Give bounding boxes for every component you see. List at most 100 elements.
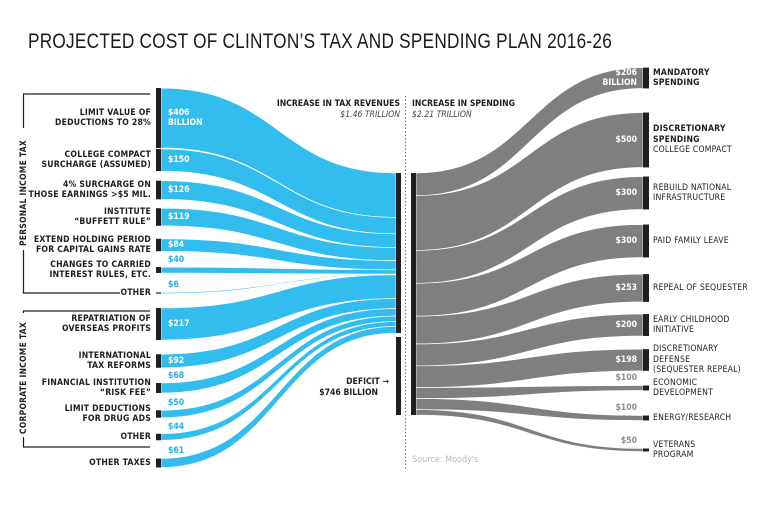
bracket-gap <box>120 290 152 296</box>
spending-node-bar <box>643 274 649 302</box>
revenue-label: FINANCIAL INSTITUTION <box>41 377 151 388</box>
label-gap <box>18 128 29 250</box>
revenue-header: INCREASE IN TAX REVENUES <box>276 99 400 109</box>
spending-label: PAID FAMILY LEAVE <box>653 235 729 246</box>
revenue-label: OTHER <box>120 287 151 298</box>
revenue-value: $92 <box>168 355 185 366</box>
spending-value: $300 <box>615 235 637 246</box>
revenue-label: OVERSEAS PROFITS <box>61 324 151 334</box>
spending-flow <box>415 385 644 399</box>
revenue-label: FOR DRUG ADS <box>82 414 151 424</box>
revenue-label: SURCHARGE (ASSUMED) <box>41 160 151 170</box>
revenue-node-bar <box>156 180 161 200</box>
revenue-value: $84 <box>168 239 185 250</box>
revenue-label: CHANGES TO CARRIED <box>50 259 151 270</box>
spending-node-bar <box>643 415 649 421</box>
revenue-label: OTHER <box>120 431 151 442</box>
revenue-label: FOR CAPITAL GAINS RATE <box>35 245 151 255</box>
spending-value: $50 <box>620 435 637 446</box>
revenue-node-bar <box>156 433 161 441</box>
revenue-label: INSTITUTE <box>104 206 151 217</box>
spending-label: VETERANS <box>653 439 696 450</box>
group-label-corporate: CORPORATE INCOME TAX <box>18 322 28 434</box>
revenue-value: $40 <box>168 255 185 266</box>
spending-node-bar <box>643 385 649 391</box>
revenue-label: “BUFFETT RULE” <box>74 217 151 227</box>
label-gap <box>18 313 29 437</box>
spending-label: INFRASTRUCTURE <box>653 193 726 203</box>
revenue-total-bar <box>396 173 401 333</box>
revenue-total: $1.46 TRILLION <box>340 110 400 120</box>
revenue-node-bar <box>156 458 161 468</box>
spending-label: COLLEGE COMPACT <box>653 145 732 156</box>
spending-flow <box>415 112 644 251</box>
revenue-label: OTHER TAXES <box>89 457 151 468</box>
spending-label: REBUILD NATIONAL <box>653 182 732 193</box>
revenue-value: $406 <box>168 107 190 118</box>
spending-flow <box>415 224 644 317</box>
spending-node-bar <box>643 112 649 168</box>
spending-label: DEVELOPMENT <box>653 388 714 398</box>
spending-label: DISCRETIONARY <box>653 344 719 355</box>
revenue-label: EXTEND HOLDING PERIOD <box>33 234 151 245</box>
spending-node-bar <box>643 67 649 89</box>
spending-value: BILLION <box>602 78 637 88</box>
source-note: Source: Moody's <box>412 455 479 465</box>
revenue-value: $217 <box>168 318 190 329</box>
spending-label: DISCRETIONARY <box>653 124 726 135</box>
spending-flow <box>415 176 644 284</box>
spending-value: $500 <box>615 134 637 145</box>
spending-value: $198 <box>615 354 637 365</box>
spending-label: SPENDING <box>653 78 700 88</box>
group-label-personal: PERSONAL INCOME TAX <box>18 140 28 247</box>
chart-title: PROJECTED COST OF CLINTON’S TAX AND SPEN… <box>28 30 613 53</box>
spending-node-bar <box>643 314 649 336</box>
revenue-value: BILLION <box>168 118 203 128</box>
deficit-bar <box>396 337 401 415</box>
revenue-value: $126 <box>168 184 190 195</box>
revenue-label: INTEREST RULES, ETC. <box>49 270 151 280</box>
spending-label: REPEAL OF SEQUESTER <box>653 282 748 293</box>
revenue-value: $119 <box>168 211 190 222</box>
revenue-value: $6 <box>168 280 179 291</box>
spending-total: $2.21 TRILLION <box>412 110 472 120</box>
revenue-value: $150 <box>168 154 190 165</box>
spending-value: $100 <box>615 372 637 383</box>
revenue-node-bar <box>156 88 161 148</box>
spending-value: $200 <box>615 319 637 330</box>
spending-node-bar <box>643 224 649 258</box>
spending-node-bar <box>643 349 649 371</box>
revenue-label: LIMIT VALUE OF <box>79 107 151 118</box>
spending-label: EARLY CHILDHOOD <box>653 314 730 325</box>
revenue-node-bar <box>156 307 161 341</box>
revenue-label: LIMIT DEDUCTIONS <box>64 403 151 414</box>
revenue-value: $44 <box>168 421 185 432</box>
spending-label: DEFENSE <box>653 354 691 365</box>
spending-label: MANDATORY <box>653 67 710 78</box>
spending-node-bar <box>643 176 649 210</box>
spending-label: SPENDING <box>653 134 700 145</box>
spending-label: ECONOMIC <box>653 377 698 388</box>
deficit-label: DEFICIT → <box>346 377 389 387</box>
revenue-value: $68 <box>168 370 185 381</box>
spending-header: INCREASE IN SPENDING <box>412 99 515 109</box>
spending-value: $253 <box>615 282 637 293</box>
revenue-node-bar <box>156 354 161 368</box>
revenue-label: THOSE EARNINGS >$5 MIL. <box>28 190 151 200</box>
revenue-value: $50 <box>168 398 185 409</box>
revenue-label: TAX REFORMS <box>87 361 151 371</box>
spending-flow <box>415 273 644 345</box>
revenue-label: 4% SURCHARGE ON <box>62 179 151 190</box>
revenue-node-bar <box>156 410 161 418</box>
revenue-label: INTERNATIONAL <box>78 350 151 361</box>
revenue-node-bar <box>156 267 161 273</box>
spending-value: $300 <box>615 187 637 198</box>
spending-value: $206 <box>615 67 637 78</box>
revenue-value: $61 <box>168 446 185 457</box>
revenue-label: “RISK FEE” <box>99 388 151 398</box>
spending-node-bar <box>643 448 649 452</box>
spending-label: ENERGY/RESEARCH <box>653 412 732 423</box>
revenue-node-bar <box>156 208 161 226</box>
spending-label: PROGRAM <box>653 450 694 460</box>
